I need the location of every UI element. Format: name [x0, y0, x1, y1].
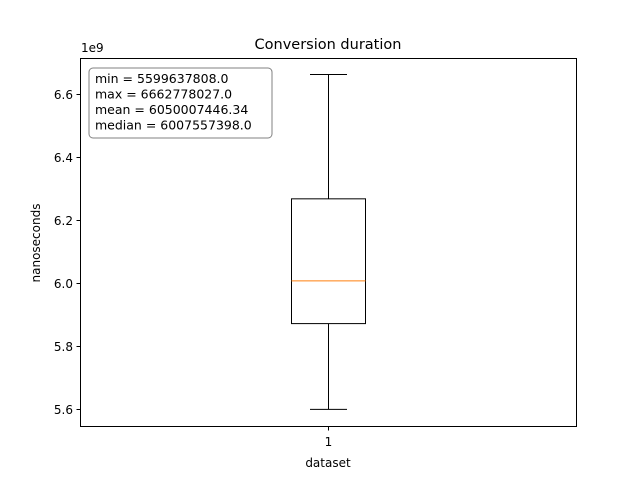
stats-line: median = 6007557398.0	[95, 118, 252, 133]
y-tick-label: 5.6	[54, 403, 73, 417]
x-axis-label: dataset	[305, 456, 351, 470]
y-axis-label: nanoseconds	[29, 204, 43, 283]
y-tick-label: 5.8	[54, 340, 73, 354]
x-tick-label: 1	[325, 435, 333, 449]
y-offset-label: 1e9	[81, 41, 104, 55]
stats-line: min = 5599637808.0	[95, 71, 228, 86]
stats-box-frame	[88, 67, 273, 139]
stats-line: max = 6662778027.0	[95, 87, 232, 102]
stats-line: mean = 6050007446.34	[95, 102, 248, 117]
x-axis: 1	[325, 426, 333, 449]
y-tick-label: 6.2	[54, 214, 73, 228]
iqr-box	[291, 198, 366, 325]
y-axis: 5.6 5.8 6.0 6.2 6.4 6.6	[54, 88, 81, 417]
y-tick-label: 6.6	[54, 88, 73, 102]
y-tick-label: 6.0	[54, 277, 73, 291]
chart-title: Conversion duration	[255, 37, 402, 53]
y-tick-label: 6.4	[54, 151, 73, 165]
plot-area	[291, 73, 366, 410]
